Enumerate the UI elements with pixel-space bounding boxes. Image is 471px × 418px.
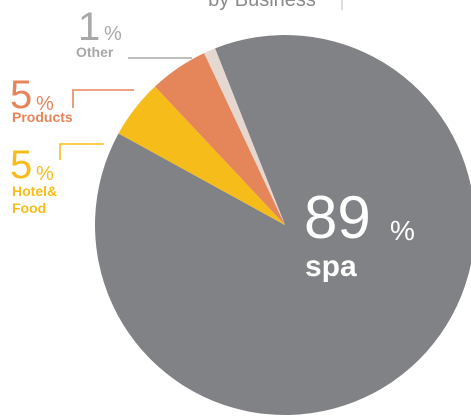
category-label: Other [76, 44, 114, 60]
unit-label: % [36, 93, 54, 115]
pie-slice [154, 53, 285, 226]
category-label: Hotel& Food [12, 183, 57, 216]
leader-line [72, 89, 134, 108]
chart-title: by Business [208, 0, 316, 11]
unit-label: % [104, 23, 122, 45]
category-label: spa [305, 250, 357, 283]
unit-label: % [390, 215, 415, 246]
value-label: 5 [10, 73, 32, 117]
unit-label: % [36, 163, 54, 185]
leader-line [59, 143, 104, 160]
value-label: 5 [10, 143, 32, 187]
category-label: Products [12, 109, 73, 125]
value-label: 1 [78, 5, 100, 49]
pie-slice [95, 35, 471, 415]
pie-slice [204, 48, 285, 225]
pie-slice [118, 86, 285, 225]
pie [95, 35, 471, 415]
value-label: 89 [304, 184, 371, 251]
